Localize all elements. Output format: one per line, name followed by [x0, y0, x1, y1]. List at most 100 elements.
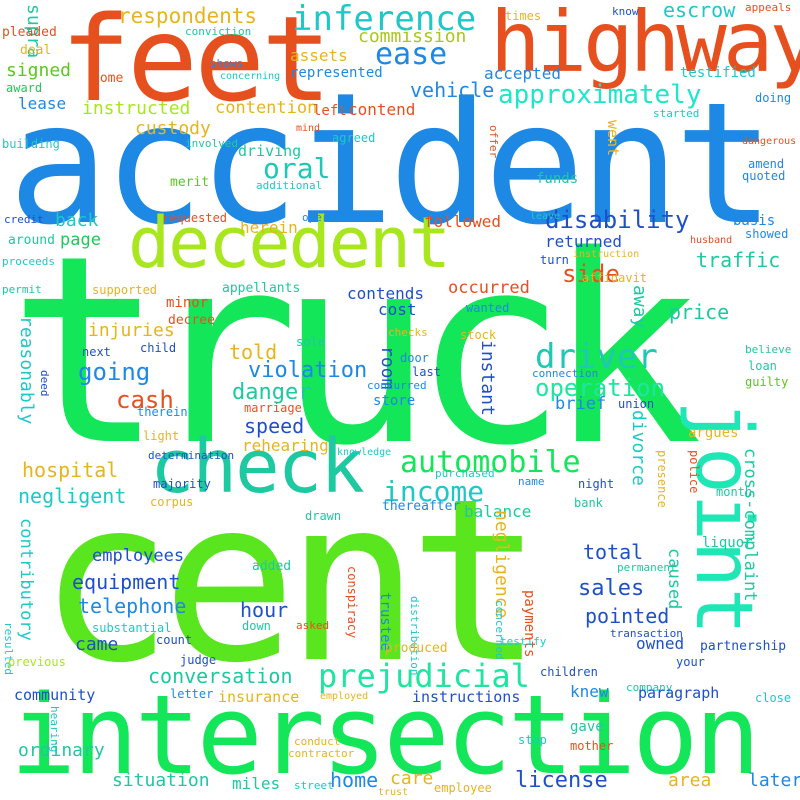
word-check: check — [150, 424, 365, 510]
word-cent: cent — [38, 451, 544, 713]
word-transaction: transaction — [610, 627, 683, 640]
word-decree: decree — [168, 313, 215, 328]
word-ordinary: ordinary — [18, 740, 105, 761]
word-herein: herein — [240, 218, 298, 237]
word-followed: followed — [424, 212, 502, 231]
word-last: last — [412, 365, 441, 379]
word-building: building — [2, 137, 60, 151]
word-represented: represented — [290, 65, 383, 81]
word-paragraph: paragraph — [638, 684, 720, 702]
word-agreed: agreed — [332, 131, 376, 145]
word-license: license — [515, 768, 608, 793]
word-employed: employed — [320, 691, 369, 702]
word-equipment: equipment — [72, 570, 181, 594]
word-area: area — [668, 770, 712, 791]
word-amend: amend — [748, 157, 785, 171]
word-custody: custody — [135, 118, 211, 139]
word-side: side — [562, 260, 620, 288]
word-returned: returned — [545, 232, 623, 251]
word-prejudicial: prejudicial — [318, 657, 530, 695]
word-divorce: divorce — [628, 410, 649, 486]
word-miles: miles — [232, 774, 281, 793]
word-your: your — [676, 655, 705, 669]
word-loan: loan — [748, 359, 777, 373]
word-leave: leave — [530, 211, 561, 222]
word-bank: bank — [574, 496, 603, 510]
word-injuries: injuries — [88, 320, 175, 341]
word-conspiracy: conspiracy — [345, 566, 359, 639]
word-balance: balance — [464, 502, 532, 521]
word-appellants: appellants — [222, 281, 301, 296]
word-signed: signed — [6, 60, 72, 81]
word-started: started — [653, 107, 700, 120]
word-instant: instant — [477, 340, 498, 416]
word-accepted: accepted — [484, 64, 562, 83]
word-determination: determination — [148, 449, 235, 462]
word-trust: trust — [378, 787, 409, 798]
word-doing: doing — [755, 91, 792, 105]
word-police: police — [687, 450, 701, 494]
word-assets: assets — [290, 46, 348, 65]
word-driver: driver — [535, 337, 658, 377]
word-pointed: pointed — [585, 604, 670, 628]
word-cross-complaint: cross-complaint — [740, 448, 760, 602]
word-distribution: distribution — [408, 596, 421, 676]
word-award: award — [6, 81, 43, 95]
word-feet: feet — [60, 0, 332, 128]
word-escrow: escrow — [663, 0, 736, 22]
word-operation: operation — [535, 374, 666, 402]
word-times: times — [505, 9, 542, 23]
word-involved: involved — [185, 137, 238, 150]
word-liquor: liquor — [702, 535, 753, 551]
word-count: count — [156, 633, 193, 647]
word-partnership: partnership — [700, 639, 787, 654]
word-added: added — [252, 559, 292, 574]
word-contention: contention — [215, 98, 318, 118]
word-told: told — [229, 340, 278, 364]
word-hospital: hospital — [22, 458, 119, 482]
word-asked: asked — [296, 619, 330, 632]
word-vehicle: vehicle — [410, 78, 495, 102]
word-left: left — [313, 103, 347, 119]
word-showed: showed — [745, 227, 789, 241]
word-testified: testified — [680, 65, 756, 81]
word-instruction: instruction — [573, 249, 640, 260]
word-presence: presence — [655, 450, 669, 508]
word-connection: connection — [532, 367, 599, 380]
word-believe: believe — [745, 343, 792, 356]
word-instructions: instructions — [412, 688, 521, 706]
word-therein: therein — [137, 405, 188, 419]
word-sole: sole — [296, 335, 325, 349]
word-brief: brief — [555, 394, 607, 414]
word-driving: driving — [238, 142, 302, 160]
word-argues: argues — [688, 425, 739, 441]
word-deed: deed — [38, 370, 51, 397]
word-close: close — [755, 691, 792, 705]
word-next: next — [82, 345, 111, 359]
word-telephone: telephone — [78, 594, 187, 618]
word-oral: oral — [263, 152, 331, 185]
word-hour: hour — [240, 598, 289, 622]
word-income: income — [383, 475, 485, 508]
word-mother: mother — [570, 739, 614, 753]
word-ease: ease — [375, 37, 448, 72]
word-drawn: drawn — [305, 509, 342, 523]
word-marriage: marriage — [244, 401, 302, 415]
word-majority: majority — [153, 477, 211, 491]
word-corpus: corpus — [150, 495, 194, 509]
word-situation: situation — [112, 770, 210, 791]
word-deal: deal — [20, 43, 52, 58]
word-come: come — [92, 71, 124, 86]
word-care: care — [390, 768, 434, 789]
word-employee: employee — [434, 781, 492, 795]
word-concerning: concerning — [220, 71, 281, 82]
word-letter: letter — [170, 687, 214, 701]
word-knew: knew — [570, 682, 609, 701]
word-contractor: contractor — [288, 747, 355, 760]
word-quoted: quoted — [742, 169, 786, 183]
word-credit: credit — [4, 213, 44, 226]
word-violation: violation — [248, 358, 368, 383]
word-conduct: conduct — [294, 735, 341, 748]
word-proceeds: proceeds — [2, 255, 55, 268]
